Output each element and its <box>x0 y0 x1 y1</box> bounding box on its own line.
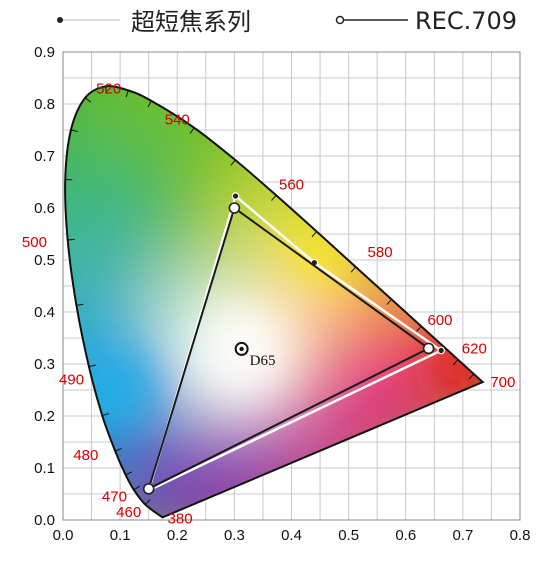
wavelength-label: 490 <box>59 372 84 389</box>
plot-frame <box>62 51 521 521</box>
wavelength-label: 580 <box>368 244 393 261</box>
wavelength-label: 620 <box>462 340 487 357</box>
color-gamut-fill <box>65 86 483 518</box>
locus-tick <box>84 97 92 103</box>
series-2-outline <box>147 207 430 490</box>
locus-tick <box>144 499 151 505</box>
series-1-point <box>231 192 240 200</box>
x-tick-label: 0.6 <box>395 527 416 544</box>
locus-tick <box>76 303 84 306</box>
wavelength-label: 500 <box>22 234 47 251</box>
legend-label-series-1: 超短焦系列 <box>131 8 251 36</box>
locus-tick <box>230 159 236 166</box>
legend-label-series-2: REC.709 <box>415 7 517 35</box>
wavelength-label: 540 <box>165 112 190 129</box>
locus-tick <box>104 86 108 94</box>
series-2-point <box>422 342 435 355</box>
y-tick-label: 0.4 <box>34 304 55 321</box>
y-tick-label: 0.1 <box>34 460 55 477</box>
wavelength-label: 470 <box>102 489 127 506</box>
locus-tick <box>102 413 110 417</box>
series-2-point <box>142 482 155 495</box>
locus-tick <box>70 129 78 133</box>
y-tick-label: 0.8 <box>34 96 55 113</box>
y-tick-label: 0.0 <box>34 512 55 529</box>
legend: 超短焦系列 REC.709 <box>57 7 517 36</box>
wavelength-label: 460 <box>116 504 141 521</box>
x-tick-label: 0.8 <box>510 527 531 544</box>
y-tick-label: 0.3 <box>34 356 55 373</box>
locus-tick <box>271 194 277 201</box>
locus-tick <box>114 447 122 452</box>
locus-tick <box>311 231 318 238</box>
locus-tick <box>189 127 195 134</box>
wavelength-label: 700 <box>490 374 515 391</box>
series-1-point <box>437 346 445 355</box>
wavelength-label: 380 <box>168 510 193 527</box>
locus-tick <box>416 325 422 332</box>
locus-tick <box>67 238 75 241</box>
y-tick-label: 0.2 <box>34 408 55 425</box>
x-tick-label: 0.4 <box>281 527 302 544</box>
series-2 <box>142 202 435 495</box>
locus-tick <box>88 364 96 368</box>
x-tick-label: 0.1 <box>110 527 131 544</box>
x-tick-label: 0.0 <box>53 527 74 544</box>
legend-item-series-1: 超短焦系列 <box>57 8 251 36</box>
white-point-d65: D65 <box>234 341 276 369</box>
y-tick-label: 0.7 <box>34 148 55 165</box>
locus-tick <box>468 373 475 380</box>
y-tick-label: 0.5 <box>34 252 55 269</box>
legend-marker-series-1 <box>57 17 63 23</box>
wavelength-label: 520 <box>96 80 121 97</box>
wavelength-label: 480 <box>73 447 98 464</box>
plot-area: 0.0 0.1 0.2 0.3 0.4 0.5 0.6 0.7 0.8 0.0 0.1 0.2 0.3 0… <box>22 44 531 544</box>
white-point-center <box>239 346 244 352</box>
legend-item-series-2: REC.709 <box>335 7 517 35</box>
locus-tick <box>147 100 152 108</box>
series-2-point <box>228 202 241 214</box>
white-point-label: D65 <box>250 353 276 369</box>
legend-marker-series-2 <box>335 15 345 25</box>
y-tick-label: 0.6 <box>34 200 55 217</box>
y-tick-label: 0.9 <box>34 44 55 61</box>
locus-tick <box>350 266 357 273</box>
x-tick-label: 0.2 <box>167 527 188 544</box>
locus-tick <box>125 471 133 476</box>
x-tick-label: 0.3 <box>224 527 245 544</box>
locus-tick <box>452 359 459 366</box>
locus-tick <box>133 485 141 491</box>
wavelength-label: 560 <box>279 177 304 194</box>
locus-tick <box>386 299 392 305</box>
spectral-locus <box>64 85 485 519</box>
x-tick-label: 0.7 <box>452 527 473 544</box>
wavelength-label: 600 <box>428 312 453 329</box>
locus-tick <box>125 90 129 98</box>
x-tick-label: 0.5 <box>338 527 359 544</box>
